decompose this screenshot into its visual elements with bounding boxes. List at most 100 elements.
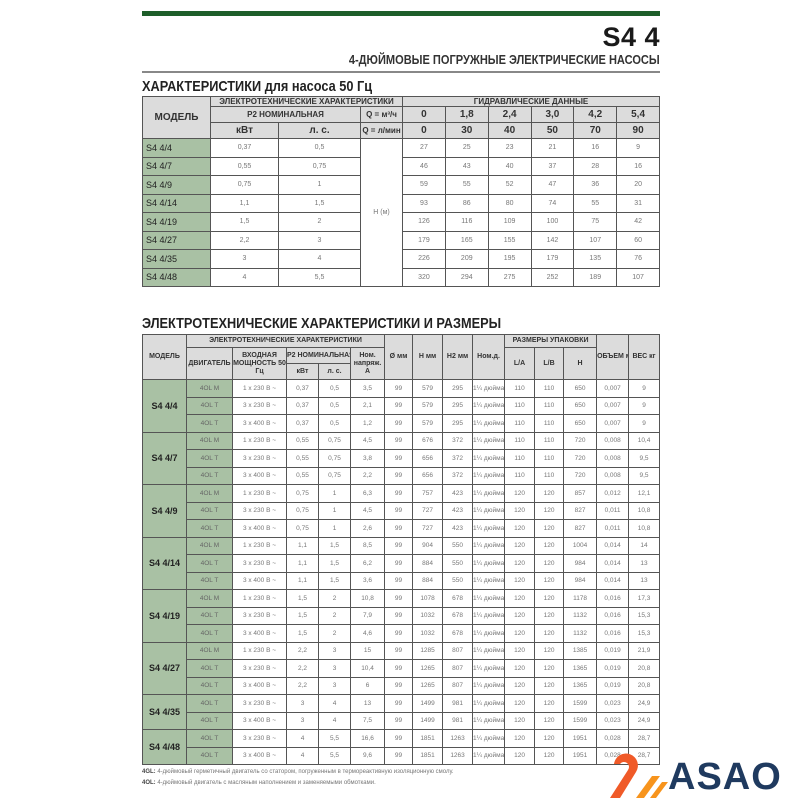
- current-cell: 10,4: [349, 659, 386, 678]
- input-power-cell: 3 x 400 В ~: [232, 466, 287, 485]
- kw-cell: 0,55: [286, 466, 319, 485]
- head-value-cell: 294: [444, 267, 489, 287]
- header-model: МОДЕЛЬ: [142, 96, 211, 139]
- pack-la-cell: 120: [504, 641, 536, 660]
- header-current: Ном. напряж. А: [349, 347, 386, 380]
- head-value-cell: 135: [573, 249, 618, 269]
- weight-cell: 10,4: [628, 431, 660, 450]
- input-power-cell: 3 x 230 В ~: [232, 659, 287, 678]
- head-value-cell: 59: [402, 175, 446, 195]
- height-cell: 727: [412, 501, 444, 520]
- header-kw: кВт: [210, 122, 279, 139]
- height2-cell: 295: [442, 414, 474, 433]
- height2-cell: 372: [442, 449, 474, 468]
- pack-lb-cell: 120: [534, 501, 565, 520]
- weight-cell: 17,3: [628, 589, 660, 608]
- pack-la-cell: 120: [504, 501, 536, 520]
- current-cell: 1,2: [349, 414, 386, 433]
- flow-lmin-header: 0: [402, 122, 446, 139]
- performance-table: МОДЕЛЬ ЭЛЕКТРОТЕХНИЧЕСКИЕ ХАРАКТЕРИСТИКИ…: [142, 96, 660, 287]
- input-power-cell: 3 x 230 В ~: [232, 449, 287, 468]
- table-row: S4 4/7 0,55 0,75 46 43 40 37 28 16: [142, 156, 660, 176]
- header-height2: H2 мм: [442, 334, 474, 380]
- flow-lmin-header: 70: [573, 122, 618, 139]
- weight-cell: 14: [628, 536, 660, 555]
- motor-cell: 4OL M: [186, 589, 233, 608]
- head-value-cell: 9: [616, 138, 660, 158]
- height-cell: 579: [412, 396, 444, 415]
- nominal-diameter-cell: 1¼ дюйма: [472, 414, 506, 433]
- kw-cell: 1,5: [286, 589, 319, 608]
- pack-lb-cell: 120: [534, 484, 565, 503]
- pack-h-cell: 1951: [563, 729, 598, 748]
- input-power-cell: 3 x 230 В ~: [232, 729, 287, 748]
- head-value-cell: 126: [402, 212, 446, 232]
- nominal-diameter-cell: 1¼ дюйма: [472, 554, 506, 573]
- input-power-cell: 1 x 230 В ~: [232, 484, 287, 503]
- motor-cell: 4OL M: [186, 431, 233, 450]
- head-value-cell: 20: [616, 175, 660, 195]
- weight-cell: 20,8: [628, 676, 660, 695]
- model-cell: S4 4/48: [142, 267, 211, 287]
- header-hydro: ГИДРАВЛИЧЕСКИЕ ДАННЫЕ: [402, 96, 660, 107]
- header-pack-la: L/A: [504, 347, 536, 380]
- head-value-cell: 226: [402, 249, 446, 269]
- motor-cell: 4OL T: [186, 414, 233, 433]
- motor-cell: 4OL T: [186, 624, 233, 643]
- hp-cell: 3: [278, 230, 361, 250]
- hp-cell: 0,75: [318, 466, 351, 485]
- flow-m3h-header: 1,8: [444, 106, 489, 123]
- model-cell: S4 4/19: [142, 589, 187, 643]
- hp-cell: 0,75: [318, 449, 351, 468]
- input-power-cell: 3 x 400 В ~: [232, 711, 287, 730]
- nominal-diameter-cell: 1¼ дюйма: [472, 624, 506, 643]
- kw-cell: 1,5: [286, 606, 319, 625]
- height-cell: 1285: [412, 641, 444, 660]
- diameter-cell: 99: [384, 396, 414, 415]
- nominal-diameter-cell: 1¼ дюйма: [472, 396, 506, 415]
- header-accent-bar: [142, 11, 660, 16]
- head-value-cell: 109: [487, 212, 532, 232]
- header-q-l: Q = л/мин: [359, 122, 404, 139]
- kw-cell: 1,1: [286, 554, 319, 573]
- diameter-cell: 99: [384, 624, 414, 643]
- head-label-cell: H (м): [359, 138, 404, 287]
- motor-cell: 4OL M: [186, 379, 233, 398]
- model-cell: S4 4/35: [142, 694, 187, 730]
- head-value-cell: 16: [616, 156, 660, 176]
- pack-h-cell: 650: [563, 379, 598, 398]
- pack-lb-cell: 120: [534, 606, 565, 625]
- height2-cell: 807: [442, 676, 474, 695]
- nominal-diameter-cell: 1¼ дюйма: [472, 606, 506, 625]
- head-value-cell: 23: [487, 138, 532, 158]
- head-value-cell: 80: [487, 193, 532, 213]
- height-cell: 579: [412, 414, 444, 433]
- header-hp: л. с.: [318, 363, 351, 380]
- model-cell: S4 4/9: [142, 175, 211, 195]
- kw-cell: 1,1: [286, 536, 319, 555]
- volume-cell: 0,019: [596, 659, 630, 678]
- height-cell: 1032: [412, 606, 444, 625]
- current-cell: 2,2: [349, 466, 386, 485]
- height-cell: 727: [412, 519, 444, 538]
- height2-cell: 678: [442, 589, 474, 608]
- head-value-cell: 55: [444, 175, 489, 195]
- hp-cell: 1,5: [278, 193, 361, 213]
- pack-h-cell: 1951: [563, 746, 598, 765]
- current-cell: 16,6: [349, 729, 386, 748]
- volume-cell: 0,019: [596, 641, 630, 660]
- motor-cell: 4OL T: [186, 396, 233, 415]
- height2-cell: 1263: [442, 746, 474, 765]
- diameter-cell: 99: [384, 711, 414, 730]
- pack-la-cell: 110: [504, 431, 536, 450]
- hp-cell: 1: [318, 501, 351, 520]
- kw-cell: 4: [210, 267, 279, 287]
- pack-lb-cell: 110: [534, 466, 565, 485]
- hp-cell: 4: [318, 694, 351, 713]
- input-power-cell: 3 x 400 В ~: [232, 571, 287, 590]
- pack-la-cell: 120: [504, 746, 536, 765]
